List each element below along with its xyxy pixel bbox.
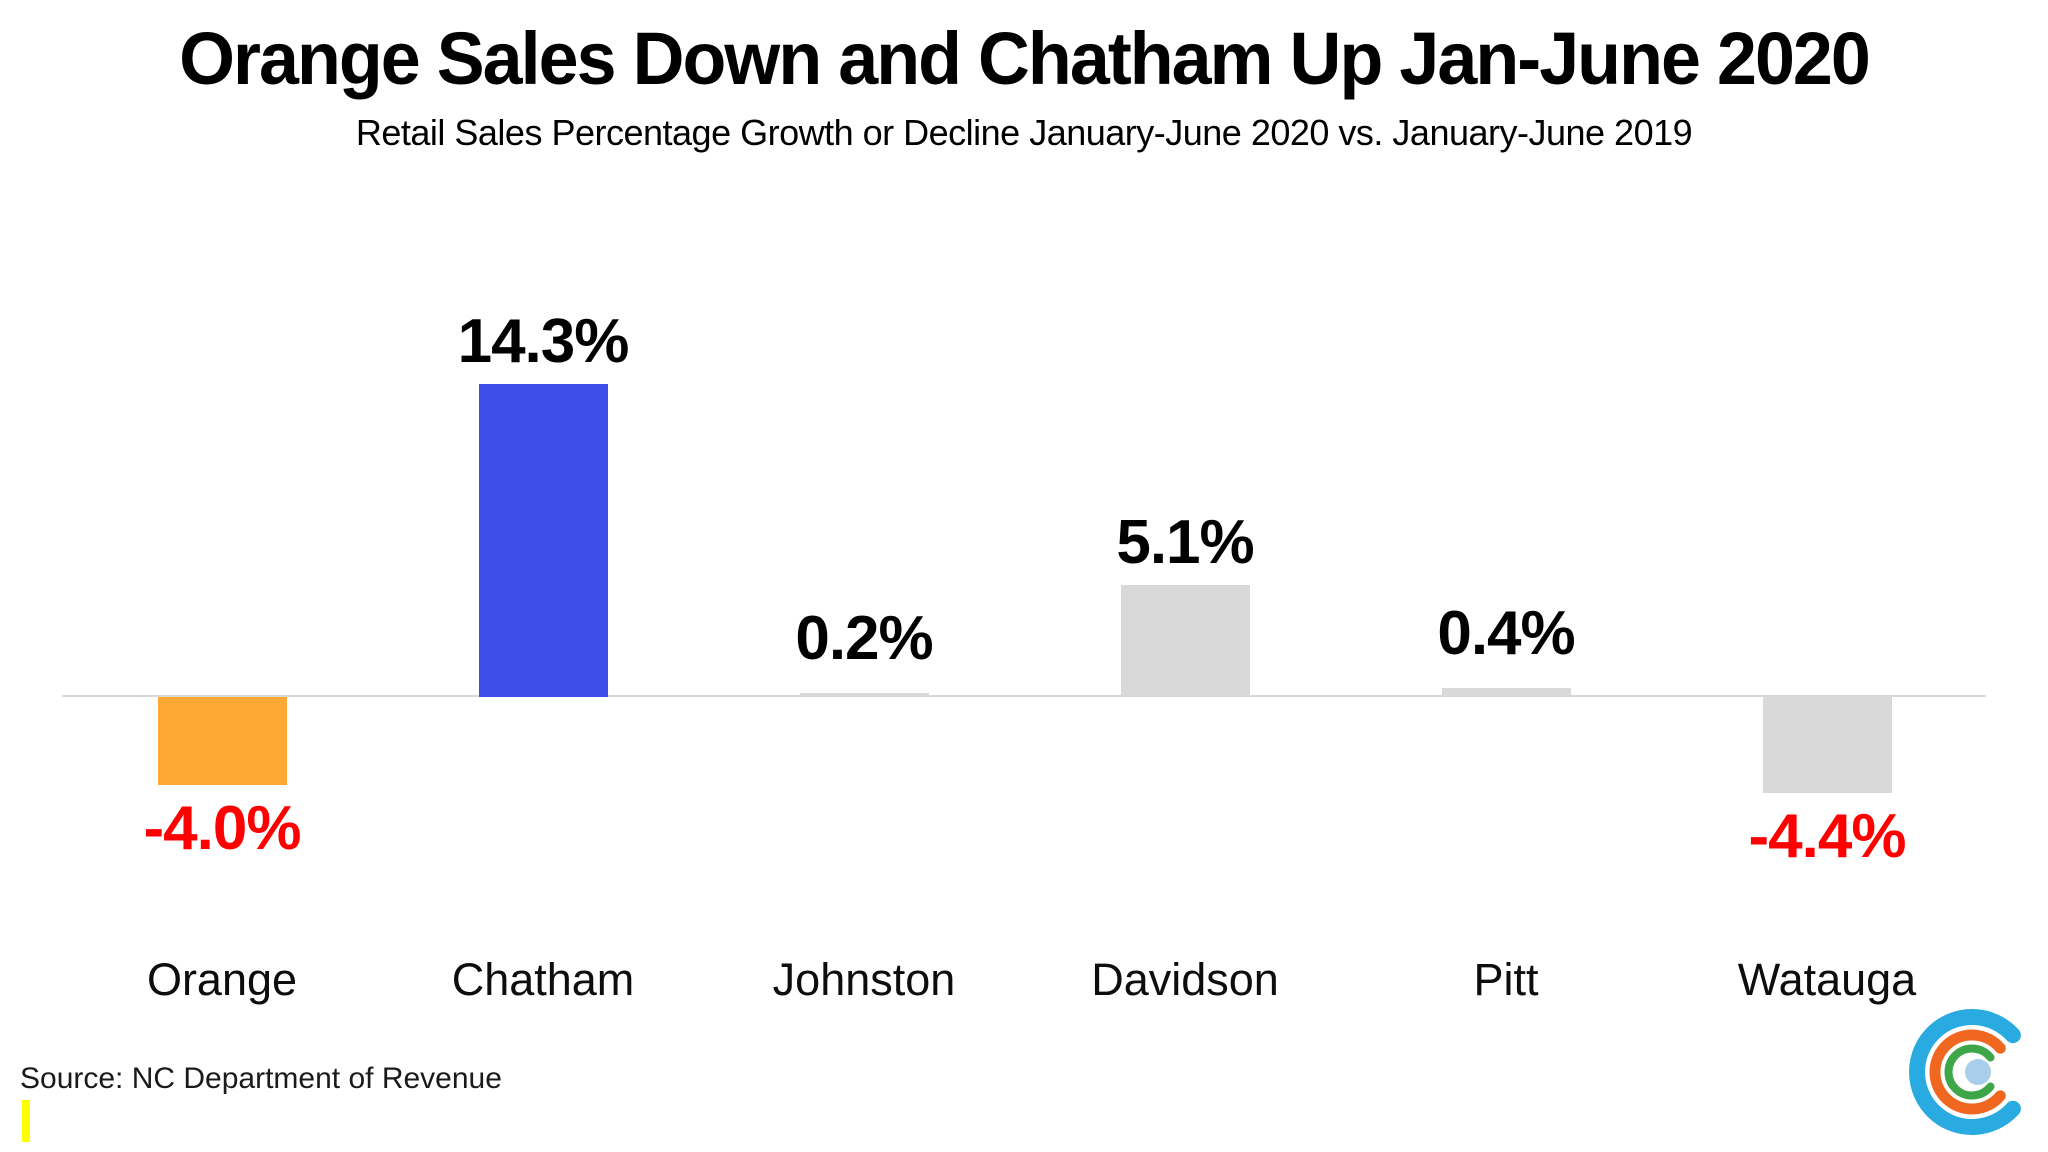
bar-orange xyxy=(157,697,287,785)
value-label-orange: -4.0% xyxy=(143,794,302,863)
category-label-orange: Orange xyxy=(146,954,298,1005)
bar-chatham xyxy=(478,384,608,697)
logo-middle-orange-arc xyxy=(1929,1029,2006,1115)
value-label-johnston: 0.2% xyxy=(795,604,933,673)
bar-watauga xyxy=(1762,697,1892,793)
category-label-watauga: Watauga xyxy=(1737,954,1917,1005)
category-label-davidson: Davidson xyxy=(1091,954,1279,1005)
value-label-davidson: 5.1% xyxy=(1116,508,1254,577)
value-label-pitt: 0.4% xyxy=(1437,599,1575,668)
category-label-chatham: Chatham xyxy=(451,954,635,1005)
category-label-johnston: Johnston xyxy=(772,954,956,1005)
value-label-watauga: -4.4% xyxy=(1748,802,1907,871)
bar-johnston xyxy=(799,693,929,697)
bar-pitt xyxy=(1441,688,1571,697)
chart-title: Orange Sales Down and Chatham Up Jan-Jun… xyxy=(179,17,1871,100)
logo-center-dot xyxy=(1965,1059,1991,1085)
logo-inner-green-arc xyxy=(1944,1044,1995,1100)
source-note: Source: NC Department of Revenue xyxy=(20,1062,502,1095)
x-axis-baseline xyxy=(62,695,1986,697)
text-cursor-highlight xyxy=(22,1100,30,1142)
value-label-chatham: 14.3% xyxy=(457,307,630,376)
chart-subtitle: Retail Sales Percentage Growth or Declin… xyxy=(355,112,1693,153)
logo-outer-blue-arc xyxy=(1909,1009,2021,1135)
bar-davidson xyxy=(1120,585,1250,697)
category-label-pitt: Pitt xyxy=(1473,954,1539,1005)
concentric-c-logo xyxy=(1909,1009,2021,1135)
